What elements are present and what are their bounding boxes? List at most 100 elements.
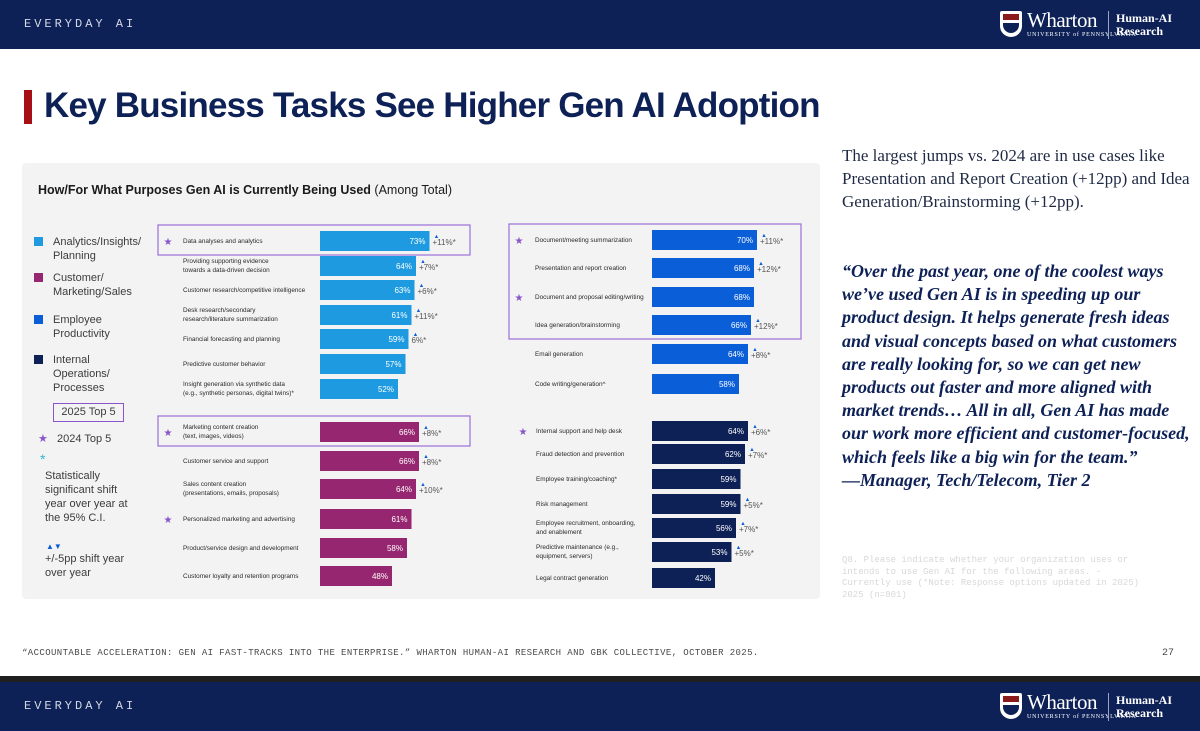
up-arrow-icon: ▲ (761, 233, 766, 239)
legend-analytics: Analytics/Insights/Planning (34, 235, 141, 263)
bar-value-label: 53% (711, 548, 727, 557)
change-label: +6%* (418, 287, 437, 296)
bar (320, 231, 430, 251)
up-arrow-icon: ▲ (736, 545, 741, 551)
category-label: Fraud detection and prevention (536, 451, 625, 458)
legend-customer: Customer/Marketing/Sales (34, 271, 132, 299)
bar-value-label: 59% (720, 475, 736, 484)
legend-top5-star: ★ 2024 Top 5 (38, 433, 112, 445)
summary-text: The largest jumps vs. 2024 are in use ca… (842, 146, 1190, 211)
bar-value-label: 42% (695, 574, 711, 583)
category-label: (presentations, emails, proposals) (183, 490, 279, 497)
category-label: Customer service and support (183, 458, 268, 465)
logo-unit: Human-AI Research (1116, 11, 1173, 38)
bar-value-label: 61% (391, 515, 407, 524)
category-label: Legal contract generation (536, 575, 609, 582)
shift-arrows-icon: ▲▼ (46, 542, 62, 551)
up-arrow-icon: ▲ (434, 234, 439, 240)
bar-value-label: 57% (385, 360, 401, 369)
category-label: Predictive maintenance (e.g., (536, 544, 619, 551)
bar (652, 287, 754, 307)
section-label: EVERYDAY AI (24, 17, 137, 31)
bar (652, 258, 754, 278)
category-label: Product/service design and development (183, 545, 299, 552)
up-arrow-icon: ▲ (423, 425, 428, 431)
up-arrow-icon: ▲ (749, 447, 754, 453)
bar-value-label: 48% (372, 572, 388, 581)
penn-shield-icon (1000, 11, 1022, 37)
category-label: Risk management (536, 501, 588, 508)
bar-value-label: 52% (378, 385, 394, 394)
bar-value-label: 64% (728, 350, 744, 359)
bar (320, 256, 416, 276)
bar (652, 315, 751, 335)
category-label: Predictive customer behavior (183, 361, 266, 368)
bar-value-label: 66% (399, 428, 415, 437)
bar-value-label: 56% (716, 524, 732, 533)
bar (652, 374, 739, 394)
change-label: +8%* (422, 429, 441, 438)
legend-swatch (34, 237, 43, 246)
up-arrow-icon: ▲ (413, 332, 418, 338)
legend-employee: Employee Productivity (34, 313, 110, 341)
bar (652, 230, 757, 250)
up-arrow-icon: ▲ (420, 482, 425, 488)
category-label: Customer loyalty and retention programs (183, 573, 298, 580)
category-label: Desk research/secondary (183, 307, 256, 314)
change-label: +11%* (433, 238, 456, 247)
bar (652, 568, 715, 588)
change-label: +7%* (419, 263, 438, 272)
category-label: research/literature summarization (183, 316, 278, 323)
category-label: Email generation (535, 351, 583, 358)
bar-value-label: 68% (734, 293, 750, 302)
bar-value-label: 58% (719, 380, 735, 389)
change-label: +11%* (760, 237, 783, 246)
customer-quote: “Over the past year, one of the coolest … (842, 261, 1190, 490)
bar-value-label: 73% (409, 237, 425, 246)
up-arrow-icon: ▲ (758, 261, 763, 267)
wharton-logo-bottom[interactable]: Wharton UNIVERSITY of PENNSYLVANIA Human… (1000, 690, 1190, 723)
bar (652, 494, 741, 514)
category-label: Internal support and help desk (536, 428, 623, 435)
top5-outline (157, 415, 471, 447)
wharton-logo[interactable]: Wharton UNIVERSITY of PENNSYLVANIA Human… (1000, 8, 1190, 41)
bar-value-label: 64% (396, 262, 412, 271)
chart-title: How/For What Purposes Gen AI is Currentl… (38, 183, 452, 197)
bar (320, 422, 419, 442)
top5-outline (508, 223, 802, 340)
bar-value-label: 66% (399, 457, 415, 466)
bar-value-label: 70% (737, 236, 753, 245)
bar-value-label: 61% (391, 311, 407, 320)
legend-shift: +/-5pp shift year over year (45, 553, 125, 579)
category-label: equipment, servers) (536, 553, 592, 560)
up-arrow-icon: ▲ (420, 259, 425, 265)
bar (320, 379, 398, 399)
penn-shield-icon (1000, 693, 1022, 719)
category-label: (e.g., synthetic personas, digital twins… (183, 390, 294, 397)
up-arrow-icon: ▲ (740, 521, 745, 527)
logo-divider (1108, 693, 1109, 721)
category-label: Personalized marketing and advertising (183, 516, 295, 523)
bar-value-label: 62% (725, 450, 741, 459)
change-label: +12%* (757, 265, 781, 274)
footer-band: EVERYDAY AI Wharton UNIVERSITY of PENNSY… (0, 682, 1200, 731)
bar-value-label: 64% (728, 427, 744, 436)
bar (320, 566, 392, 586)
bar (320, 280, 415, 300)
bar (652, 469, 741, 489)
up-arrow-icon: ▲ (416, 308, 421, 314)
category-label: Customer research/competitive intelligen… (183, 287, 306, 294)
bar-value-label: 63% (394, 286, 410, 295)
change-label: +5%* (744, 501, 763, 510)
logo-name: Wharton (1027, 8, 1097, 32)
category-label: Providing supporting evidence (183, 258, 269, 265)
legend-internal: Internal Operations/Processes (34, 353, 110, 395)
change-label: +12%* (754, 322, 778, 331)
teal-star-icon: * (40, 451, 46, 467)
title-accent (24, 90, 32, 124)
category-label: (text, images, videos) (183, 433, 244, 440)
change-label: 6%* (412, 336, 427, 345)
up-arrow-icon: ▲ (752, 347, 757, 353)
bar (320, 509, 412, 529)
